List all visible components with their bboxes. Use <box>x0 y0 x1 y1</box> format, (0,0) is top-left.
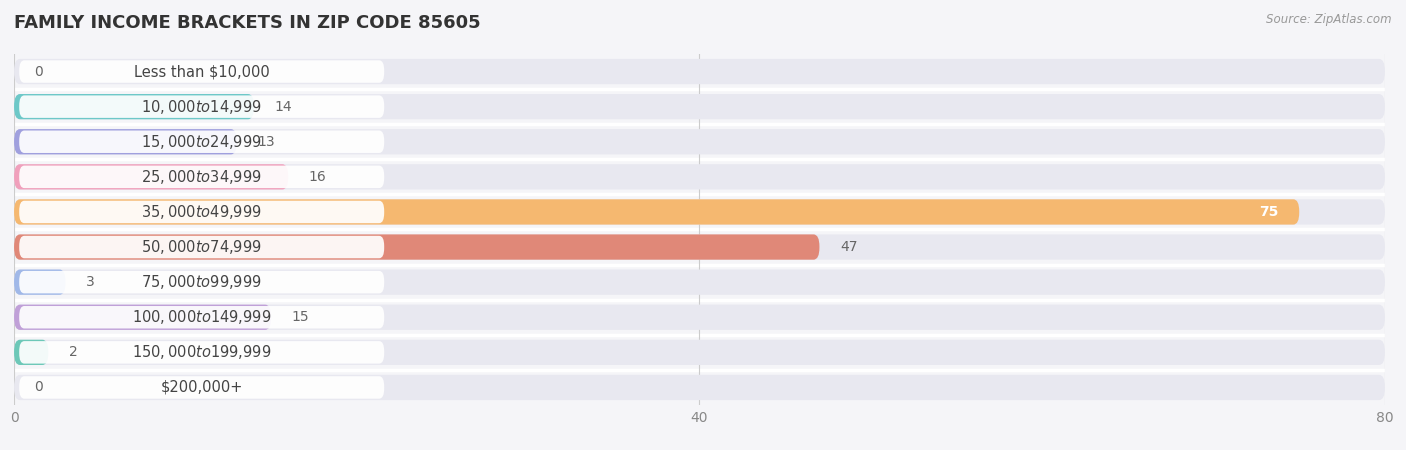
Text: $10,000 to $14,999: $10,000 to $14,999 <box>141 98 262 116</box>
FancyBboxPatch shape <box>14 305 1385 330</box>
Text: $25,000 to $34,999: $25,000 to $34,999 <box>141 168 262 186</box>
Text: 16: 16 <box>309 170 326 184</box>
Text: FAMILY INCOME BRACKETS IN ZIP CODE 85605: FAMILY INCOME BRACKETS IN ZIP CODE 85605 <box>14 14 481 32</box>
FancyBboxPatch shape <box>14 270 66 295</box>
FancyBboxPatch shape <box>20 130 384 153</box>
Text: $100,000 to $149,999: $100,000 to $149,999 <box>132 308 271 326</box>
FancyBboxPatch shape <box>14 305 271 330</box>
FancyBboxPatch shape <box>20 341 384 364</box>
Text: $200,000+: $200,000+ <box>160 380 243 395</box>
FancyBboxPatch shape <box>14 199 1299 225</box>
Text: 75: 75 <box>1260 205 1278 219</box>
FancyBboxPatch shape <box>14 59 1385 84</box>
FancyBboxPatch shape <box>14 375 1385 400</box>
FancyBboxPatch shape <box>14 270 1385 295</box>
Text: 0: 0 <box>35 64 44 79</box>
FancyBboxPatch shape <box>20 376 384 399</box>
FancyBboxPatch shape <box>14 234 1385 260</box>
Text: 47: 47 <box>839 240 858 254</box>
FancyBboxPatch shape <box>14 340 1385 365</box>
Text: 13: 13 <box>257 135 276 149</box>
FancyBboxPatch shape <box>14 164 288 189</box>
FancyBboxPatch shape <box>14 129 236 154</box>
Text: $150,000 to $199,999: $150,000 to $199,999 <box>132 343 271 361</box>
FancyBboxPatch shape <box>20 201 384 223</box>
Text: Source: ZipAtlas.com: Source: ZipAtlas.com <box>1267 14 1392 27</box>
FancyBboxPatch shape <box>20 271 384 293</box>
Text: 14: 14 <box>274 99 292 114</box>
Text: 2: 2 <box>69 345 77 360</box>
FancyBboxPatch shape <box>14 94 1385 119</box>
FancyBboxPatch shape <box>14 340 48 365</box>
FancyBboxPatch shape <box>20 306 384 328</box>
Text: $15,000 to $24,999: $15,000 to $24,999 <box>141 133 262 151</box>
FancyBboxPatch shape <box>20 166 384 188</box>
Text: 3: 3 <box>86 275 94 289</box>
FancyBboxPatch shape <box>20 236 384 258</box>
Text: $75,000 to $99,999: $75,000 to $99,999 <box>141 273 262 291</box>
FancyBboxPatch shape <box>14 94 254 119</box>
FancyBboxPatch shape <box>14 164 1385 189</box>
FancyBboxPatch shape <box>20 60 384 83</box>
FancyBboxPatch shape <box>14 234 820 260</box>
Text: Less than $10,000: Less than $10,000 <box>134 64 270 79</box>
FancyBboxPatch shape <box>14 199 1385 225</box>
Text: 0: 0 <box>35 380 44 395</box>
Text: $50,000 to $74,999: $50,000 to $74,999 <box>141 238 262 256</box>
Text: 15: 15 <box>291 310 309 324</box>
Text: $35,000 to $49,999: $35,000 to $49,999 <box>141 203 262 221</box>
FancyBboxPatch shape <box>20 95 384 118</box>
FancyBboxPatch shape <box>14 129 1385 154</box>
